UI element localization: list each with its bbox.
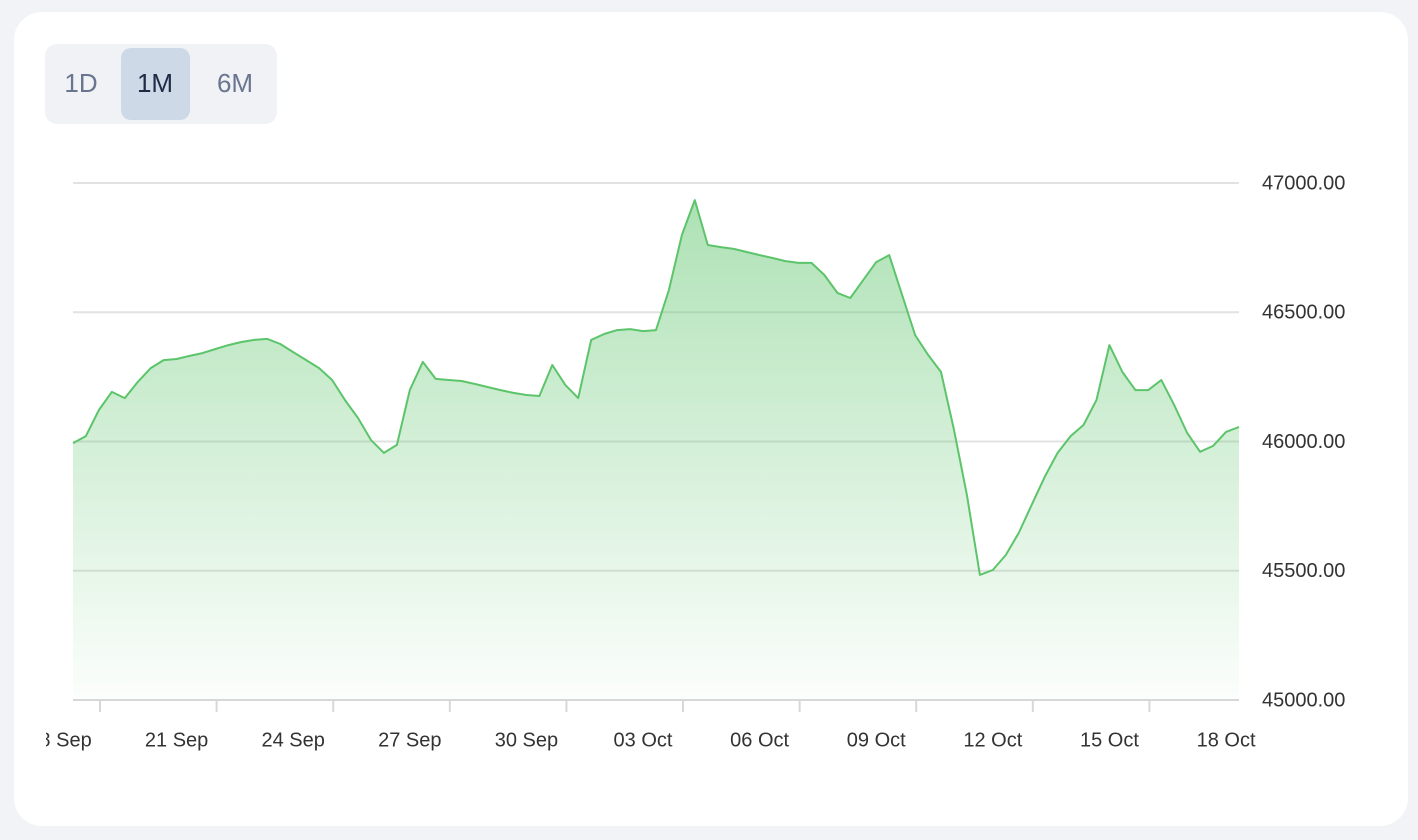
x-tick-label: 21 Sep [145,729,208,751]
x-tick-label: 27 Sep [378,729,441,751]
x-tick-label: 12 Oct [963,729,1022,751]
area-fill [73,200,1239,700]
tab-button[interactable]: 6M [217,68,253,98]
x-tick-label: 06 Oct [730,729,789,751]
tab-button[interactable]: 1D [64,68,97,98]
x-tick-label: 03 Oct [614,729,673,751]
y-tick-label: 46000.00 [1262,431,1345,453]
x-tick-label: 09 Oct [847,729,906,751]
x-tick-label: 15 Oct [1080,729,1139,751]
price-line [72,199,1240,576]
x-tick-label: 24 Sep [262,729,325,751]
x-tick-label: 18 Sep [28,729,91,751]
y-tick-label: 45000.00 [1262,689,1345,711]
y-tick-label: 46500.00 [1262,302,1345,324]
tab-button[interactable]: 1M [137,68,173,98]
x-tick-label: 18 Oct [1197,729,1256,751]
y-tick-label: 45500.00 [1262,560,1345,582]
y-tick-label: 47000.00 [1262,172,1345,194]
tab-active-bg [121,48,190,120]
x-tick-label: 30 Sep [495,729,558,751]
